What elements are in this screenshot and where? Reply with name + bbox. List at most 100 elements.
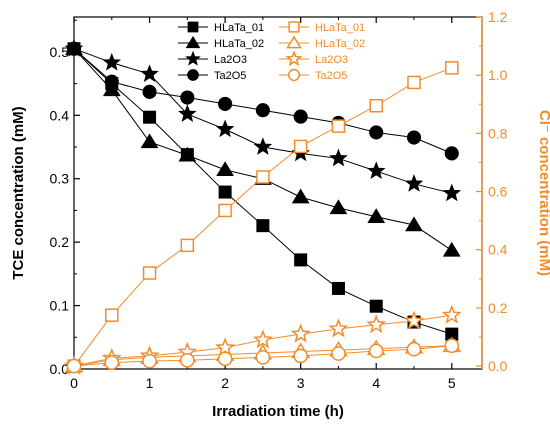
- data-point: [404, 310, 424, 330]
- x-tick-label: 2: [221, 375, 229, 391]
- y-right-axis-title: Cl⁻ concentration (mM): [536, 110, 550, 276]
- legend-entry: La2O3: [178, 50, 247, 66]
- legend-marker: [288, 21, 300, 33]
- data-point: [218, 96, 233, 111]
- data-point: [102, 81, 121, 97]
- series-line: [73, 48, 452, 335]
- data-point: [294, 253, 308, 267]
- legend-marker: [287, 68, 301, 82]
- legend-marker: [187, 69, 199, 81]
- legend-marker: [285, 50, 303, 67]
- x-axis-title: Irradiation time (h): [212, 403, 344, 420]
- y-left-tick-label: 0.3: [50, 171, 70, 187]
- legend-entry: Ta2O5: [178, 69, 246, 82]
- data-point: [293, 139, 308, 154]
- data-point: [140, 64, 159, 83]
- x-tick-label: 3: [297, 375, 305, 391]
- legend-label: HLaTa_01: [315, 22, 365, 34]
- data-point: [442, 183, 462, 202]
- y-right-tick-label: 0.4: [488, 242, 508, 258]
- data-point: [331, 346, 346, 361]
- x-tick-label: 5: [448, 375, 456, 391]
- data-point: [444, 338, 460, 354]
- data-point: [218, 203, 232, 218]
- data-point: [255, 350, 271, 365]
- data-point: [445, 61, 459, 75]
- y-left-tick-label: 0.1: [50, 298, 70, 314]
- legend-label: Ta2O5: [214, 70, 246, 82]
- legend-marker: [185, 35, 201, 49]
- data-point: [142, 266, 157, 280]
- y-left-tick-label: 0.5: [50, 44, 70, 60]
- data-point: [369, 299, 383, 313]
- data-point: [328, 318, 349, 338]
- series-right-ta2o5: [66, 338, 460, 374]
- data-point: [217, 351, 233, 367]
- legend-entry: HLaTa_01: [178, 21, 264, 34]
- legend-marker: [286, 35, 302, 49]
- data-point: [369, 125, 384, 140]
- data-point: [215, 337, 236, 357]
- data-point: [180, 238, 195, 253]
- x-tick-label: 4: [372, 375, 380, 391]
- data-point: [444, 146, 459, 161]
- legend-label: HLaTa_01: [214, 22, 264, 34]
- legend: HLaTa_01HLaTa_02La2O3Ta2O5HLaTa_01HLaTa_…: [178, 21, 365, 82]
- legend-entry: HLaTa_02: [279, 35, 365, 50]
- data-point: [404, 174, 424, 192]
- axis-tick-labels: 0 1 2 3 4 5 0.0 0.1 0.2 0.3 0.4 0.5 0.0 0.2 0.4 0.6 0.8 1…: [50, 9, 508, 391]
- data-point: [104, 355, 120, 370]
- data-point: [290, 323, 311, 343]
- legend-entry: HLaTa_02: [178, 35, 264, 50]
- data-point: [366, 314, 387, 334]
- data-point: [252, 329, 273, 349]
- y-right-tick-label: 0.0: [488, 358, 508, 374]
- data-point: [142, 353, 157, 369]
- data-point: [442, 241, 461, 257]
- legend-label: Ta2O5: [315, 70, 347, 82]
- legend-label: La2O3: [214, 54, 247, 66]
- data-point: [405, 216, 423, 232]
- data-point: [293, 109, 308, 124]
- data-point: [366, 161, 386, 180]
- series-layer: [64, 38, 462, 375]
- data-point: [367, 208, 386, 223]
- y-right-tick-label: 0.2: [488, 300, 508, 316]
- data-point: [142, 84, 157, 99]
- legend-entry: La2O3: [279, 50, 348, 67]
- y-right-tick-label: 0.8: [488, 125, 508, 141]
- x-tick-label: 0: [70, 375, 78, 391]
- data-point: [368, 343, 384, 359]
- data-point: [369, 98, 383, 113]
- data-point: [66, 358, 82, 374]
- data-point: [66, 41, 82, 56]
- data-point: [441, 304, 462, 324]
- legend-label: HLaTa_02: [214, 38, 264, 50]
- x-tick-label: 1: [146, 375, 154, 391]
- data-point: [293, 348, 308, 364]
- data-point: [406, 341, 422, 357]
- data-point: [105, 308, 119, 322]
- data-point: [291, 188, 310, 204]
- data-point: [253, 137, 273, 155]
- y-right-tick-label: 1.0: [488, 67, 508, 83]
- y-left-axis-title: TCE concentration (mM): [10, 106, 27, 279]
- data-point: [331, 281, 345, 295]
- data-point: [178, 146, 197, 162]
- legend-label: HLaTa_02: [315, 38, 365, 50]
- data-point: [143, 110, 157, 124]
- series-left-hlata-01: [67, 42, 459, 341]
- data-point: [140, 133, 159, 149]
- y-left-tick-label: 0.4: [50, 107, 70, 123]
- legend-chloride: HLaTa_01 HLaTa_02 La2O3 Ta2O5: [279, 21, 365, 82]
- y-left-tick-label: 0.2: [50, 234, 70, 250]
- data-point: [331, 119, 346, 133]
- data-point: [180, 90, 195, 105]
- data-point: [104, 74, 119, 89]
- data-point: [102, 52, 122, 71]
- data-point: [218, 185, 232, 199]
- data-point: [215, 119, 235, 138]
- data-point: [178, 104, 197, 122]
- data-point: [256, 219, 270, 233]
